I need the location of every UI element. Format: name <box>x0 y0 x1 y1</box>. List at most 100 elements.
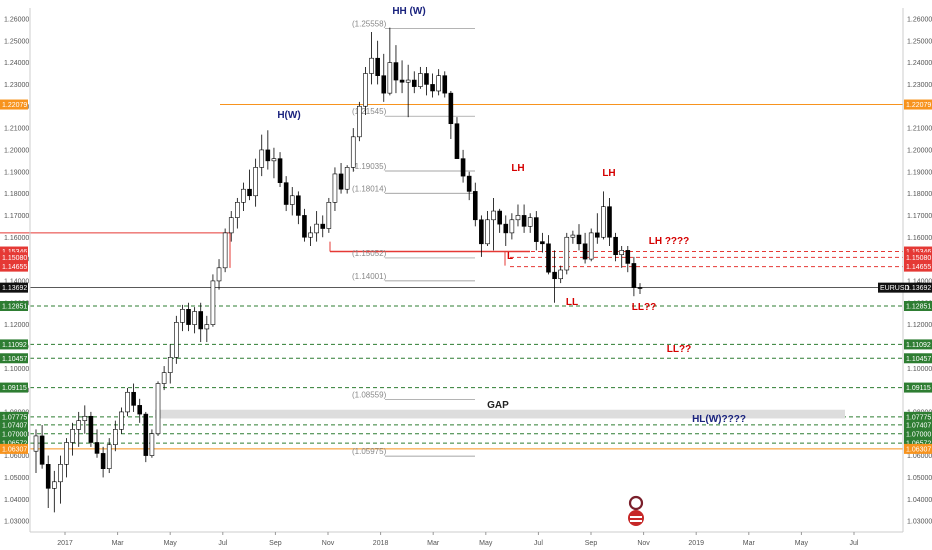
y-tick-label: 1.03000 <box>4 519 29 526</box>
candle-body <box>45 464 51 489</box>
candle-body <box>375 57 380 76</box>
right-price-axis[interactable]: 1.030001.040001.050001.060001.070001.080… <box>902 8 932 532</box>
price-badge-right <box>904 411 932 422</box>
price-badges: 1.220791.220791.153461.153461.150801.150… <box>0 99 932 454</box>
y-tick-label: 1.24000 <box>907 60 932 67</box>
annotation-label: LH ???? <box>649 236 690 247</box>
candle-body <box>228 217 234 234</box>
price-badge-right <box>904 246 932 257</box>
candle-body <box>33 435 39 452</box>
candle-body <box>326 202 332 229</box>
candle-body <box>143 413 149 456</box>
price-badge-left <box>0 411 28 422</box>
x-tick-label: Mar <box>427 540 440 547</box>
price-badge-left-text: 1.15080 <box>2 255 27 262</box>
candle-body <box>601 206 606 238</box>
y-tick-label: 1.10000 <box>4 366 29 373</box>
annotation-label: LL <box>566 297 578 308</box>
candle-body <box>369 57 374 74</box>
candle-body <box>350 136 356 168</box>
y-tick-label: 1.26000 <box>907 16 932 23</box>
price-badge-right-text: 1.07000 <box>906 431 931 438</box>
candle-body <box>613 236 618 256</box>
candle-body <box>161 372 167 384</box>
candle-body <box>241 188 246 203</box>
price-badge-left-text: 1.22079 <box>2 102 27 109</box>
candle-body <box>302 215 307 238</box>
y-tick-label: 1.18000 <box>907 191 932 198</box>
gap-zone <box>155 409 845 419</box>
candle-body <box>222 232 228 269</box>
candle-body <box>503 223 509 234</box>
annotation-label: HL(W)???? <box>692 414 746 425</box>
candle-body <box>247 188 252 197</box>
candle-body <box>454 123 460 159</box>
price-badge-left <box>0 438 28 449</box>
candle-body <box>527 217 533 227</box>
candle-body <box>88 415 94 443</box>
price-badge-right <box>904 99 932 110</box>
price-badge-right-text: 1.07775 <box>906 414 931 421</box>
x-tick-label: Nov <box>637 540 650 547</box>
price-badge-right-text: 1.07407 <box>906 422 931 429</box>
candle-body <box>411 79 417 87</box>
fib-label: (1.25558) <box>352 20 387 29</box>
symbol-badge <box>878 282 904 293</box>
candle-body <box>210 280 216 325</box>
annotation-label: HH (W) <box>392 6 425 17</box>
candle-body <box>76 420 82 430</box>
price-badge-left <box>0 443 28 454</box>
candle-body <box>137 405 143 415</box>
candle-body <box>204 324 210 330</box>
candle-body <box>509 219 515 234</box>
price-badge-right <box>904 438 932 449</box>
candle-body <box>625 250 631 264</box>
y-tick-label: 1.23000 <box>907 82 932 89</box>
price-badge-left-text: 1.07407 <box>2 422 27 429</box>
price-badge-left-text: 1.12851 <box>2 304 27 311</box>
price-badge-right <box>904 282 932 293</box>
symbol-badge-text: EURUSD <box>880 285 910 292</box>
candle-body <box>393 62 399 81</box>
y-tick-label: 1.23000 <box>4 82 29 89</box>
candle-body <box>418 73 423 87</box>
y-tick-label: 1.21000 <box>907 126 932 133</box>
price-badge-right <box>904 419 932 430</box>
price-badge-left <box>0 261 28 272</box>
price-badge-left <box>0 246 28 257</box>
candle-body <box>588 232 594 260</box>
candle-body <box>174 322 179 358</box>
price-badge-right-text: 1.22079 <box>906 102 931 109</box>
candle-body <box>533 217 539 242</box>
candle-body <box>149 433 155 456</box>
annotation-label: L <box>507 251 513 262</box>
candle-body <box>119 411 124 430</box>
price-badge-left <box>0 428 28 439</box>
candle-body <box>619 250 624 256</box>
candle-body <box>70 429 75 443</box>
price-badge-right <box>904 261 932 272</box>
x-tick-label: Sep <box>269 540 282 547</box>
x-tick-label: Mar <box>112 540 125 547</box>
candle-body <box>283 182 289 205</box>
candle-body <box>113 429 118 445</box>
candle-body <box>167 357 173 373</box>
time-axis[interactable]: 2017 Mar May Jul Sep Nov 2018 Mar May Jul Sep Nov 20… <box>30 531 903 547</box>
candle-body <box>155 383 161 435</box>
candle-body <box>607 206 612 238</box>
y-tick-label: 1.12000 <box>4 322 29 329</box>
y-tick-label: 1.26000 <box>4 16 29 23</box>
candle-body <box>460 158 466 177</box>
annotation-label: GAP <box>487 400 509 411</box>
candle-body <box>357 105 362 138</box>
y-tick-label: 1.03000 <box>907 519 932 526</box>
price-badge-right <box>904 382 932 393</box>
logo-icon <box>628 495 644 526</box>
candle-body <box>448 92 454 125</box>
candle-body <box>277 158 283 183</box>
annotation-label: LL?? <box>667 344 691 355</box>
candle-body <box>546 243 551 273</box>
y-tick-label: 1.20000 <box>4 147 29 154</box>
